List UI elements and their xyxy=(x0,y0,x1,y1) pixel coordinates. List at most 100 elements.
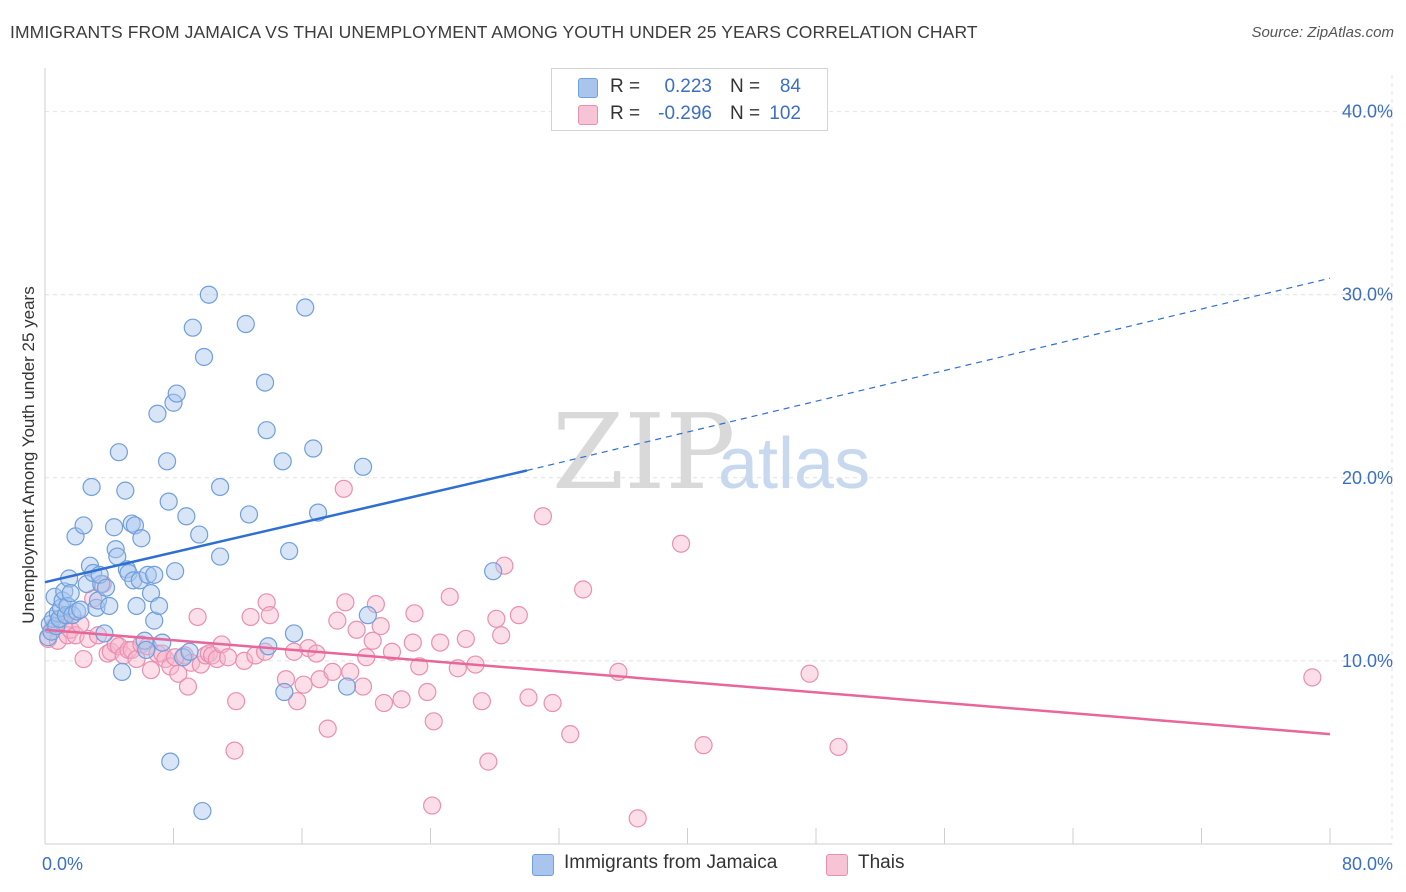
watermark-zip: ZIP xyxy=(552,391,735,513)
thais-point xyxy=(169,664,188,683)
thais-point xyxy=(127,649,146,669)
thais-point xyxy=(241,607,260,627)
jamaica-point xyxy=(304,439,323,458)
thais-point xyxy=(487,609,506,628)
jamaica-point xyxy=(145,611,164,630)
jamaica-point xyxy=(210,547,230,566)
jamaica-point xyxy=(122,514,141,533)
thais-point xyxy=(336,593,355,612)
x-tick-labels: 0.0% 80.0% xyxy=(42,854,1393,874)
jamaica-point xyxy=(106,540,125,559)
x-tick-label: 0.0% xyxy=(42,854,83,874)
jamaica-point xyxy=(484,562,503,581)
jamaica-point xyxy=(116,481,135,500)
thais-point xyxy=(260,606,279,625)
legend-row-jamaica: R = 0.223 N = 84 xyxy=(552,74,827,100)
thais-point xyxy=(440,587,459,606)
thais-point xyxy=(543,693,562,713)
correlation-legend: R = 0.223 N = 84 R = -0.296 N = 102 xyxy=(551,68,828,131)
legend-n-value: 84 xyxy=(779,76,801,97)
jamaica-point xyxy=(112,662,132,681)
jamaica-point xyxy=(353,457,373,476)
thais-point xyxy=(371,617,390,636)
trend-lines xyxy=(44,277,1331,736)
jamaica-point xyxy=(104,518,124,537)
jamaica-point xyxy=(127,596,146,616)
thais-point xyxy=(829,737,848,757)
thais-point xyxy=(418,682,437,702)
series-jamaica-points xyxy=(39,285,503,821)
thais-point xyxy=(1303,668,1322,687)
jamaica-point xyxy=(149,596,169,616)
jamaica-point xyxy=(137,640,156,660)
legend-r-value: -0.296 xyxy=(658,103,712,124)
x-tick-label: 80.0% xyxy=(1342,854,1393,874)
thais-point xyxy=(323,662,342,681)
grid-lines xyxy=(45,75,1393,844)
legend-r-label: R = xyxy=(610,103,641,124)
jamaica-point xyxy=(280,541,299,561)
thais-point xyxy=(424,712,443,731)
jamaica-point xyxy=(239,505,259,524)
jamaica-point xyxy=(61,584,80,603)
jamaica-point xyxy=(96,578,116,597)
y-tick-label: 10.0% xyxy=(1342,651,1393,671)
jamaica-point xyxy=(138,565,157,584)
jamaica-point xyxy=(167,384,186,403)
watermark-atlas: atlas xyxy=(718,424,870,504)
thais-point xyxy=(573,580,593,599)
legend-swatch-jamaica xyxy=(578,78,598,98)
y-tick-label: 40.0% xyxy=(1342,102,1393,122)
legend-r-value: 0.223 xyxy=(664,76,712,97)
jamaica-point xyxy=(337,677,357,696)
jamaica-point xyxy=(194,347,214,367)
source-credit: Source: ZipAtlas.com xyxy=(1251,24,1394,41)
thais-point xyxy=(472,692,491,711)
y-tick-label: 20.0% xyxy=(1342,468,1393,488)
jamaica-point xyxy=(100,596,119,616)
jamaica-point xyxy=(210,477,230,497)
thais-point xyxy=(141,660,161,680)
thais-point xyxy=(207,649,226,669)
legend-label-thais: Thais xyxy=(858,852,905,873)
jamaica-point xyxy=(273,452,292,471)
legend-n-label: N = xyxy=(730,76,761,97)
thais-point xyxy=(307,644,326,663)
thais-point xyxy=(235,651,254,671)
jamaica-point xyxy=(159,492,178,511)
thais-point xyxy=(219,648,238,667)
jamaica-point xyxy=(166,562,185,581)
thais-point xyxy=(328,611,347,630)
thais-point xyxy=(353,677,373,696)
chart-title: IMMIGRANTS FROM JAMAICA VS THAI UNEMPLOY… xyxy=(10,22,978,42)
thais-point xyxy=(178,677,198,696)
jamaica-point xyxy=(157,452,177,471)
legend-n-label: N = xyxy=(730,103,761,124)
jamaica-point xyxy=(141,584,161,603)
jamaica-point xyxy=(68,602,87,621)
jamaica-point xyxy=(275,682,294,702)
thais-point xyxy=(479,752,498,771)
jamaica-point xyxy=(132,529,151,548)
jamaica-point xyxy=(236,314,255,334)
series-thais-points xyxy=(39,479,1322,828)
thais-point xyxy=(405,604,424,623)
thais-point xyxy=(188,607,207,627)
thais-point xyxy=(74,649,93,669)
thais-point xyxy=(392,690,411,709)
thais-point xyxy=(341,662,360,681)
thais-point xyxy=(492,626,511,645)
jamaica-point xyxy=(82,477,101,497)
thais-point xyxy=(800,664,819,683)
jamaica-point xyxy=(255,373,275,392)
legend-label-jamaica: Immigrants from Jamaica xyxy=(564,852,778,873)
thais-point xyxy=(694,736,713,755)
thais-point xyxy=(382,642,402,661)
legend-swatch-thais xyxy=(578,105,598,125)
jamaica-trend-line xyxy=(44,469,528,584)
y-axis-label: Unemployment Among Youth under 25 years xyxy=(19,286,38,623)
thais-point xyxy=(225,741,244,760)
thais-point xyxy=(347,620,366,639)
jamaica-point xyxy=(77,574,96,594)
jamaica-point xyxy=(145,565,164,584)
